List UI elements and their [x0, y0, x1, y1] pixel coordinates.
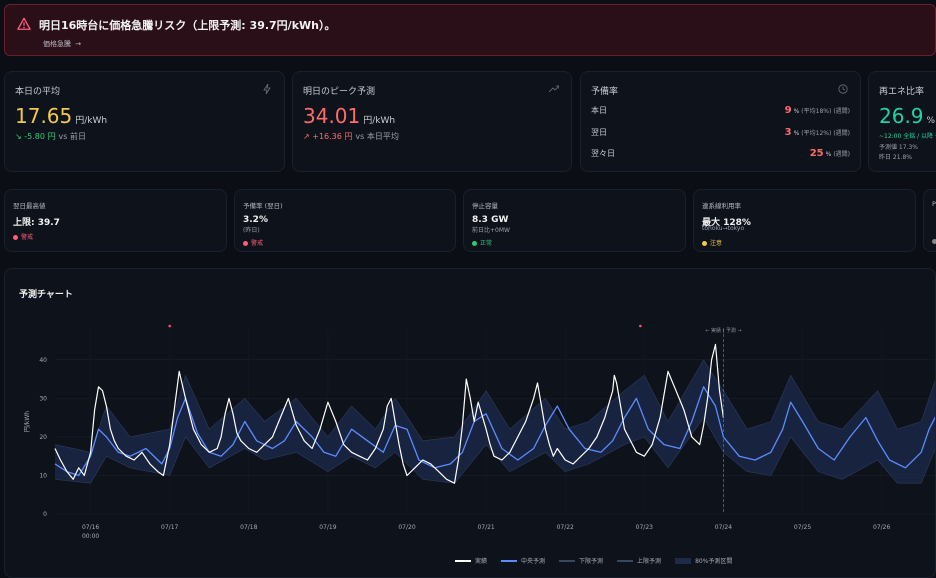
y-tick-label: 20	[39, 434, 47, 441]
status-card-partial: P	[923, 189, 936, 252]
status-card-tomorrow-max: 翌日最高値 上限: 39.7 警戒	[4, 189, 227, 252]
legend-item-actual[interactable]: 実績	[455, 556, 487, 565]
today-average-card: 本日の平均 17.65 円/kWh ↘ -5.80 円 vs 前日	[4, 71, 285, 172]
clock-icon	[838, 84, 848, 94]
chart-title: 予測チャート	[19, 290, 73, 300]
status-card-value: 最大 128%	[702, 218, 751, 228]
card-label: 予備率	[591, 87, 619, 97]
x-tick-label: 07/16	[82, 524, 99, 531]
alert-message: 明日16時台に価格急騰リスク（上限予測: 39.7円/kWh）。	[39, 19, 336, 32]
x-tick-label: 07/24	[715, 524, 732, 531]
status-card-value: 8.3 GW	[472, 215, 509, 225]
card-label: 本日の平均	[15, 87, 61, 97]
series-actual	[54, 343, 724, 484]
forecast-divider-label: ← 実績 | 予測 →	[705, 327, 741, 334]
status-card-label: 予備率 (翌日)	[243, 202, 283, 210]
x-tick-label: 07/25	[794, 524, 811, 531]
y-tick-label: 30	[39, 395, 47, 402]
forecast-chart-panel: 予測チャート 0 10 20 30 40 07/16 07/17 07/18 07/19 07/2…	[4, 268, 936, 578]
forecast-chart[interactable]: 0 10 20 30 40 07/16 07/17 07/18 07/19 07/20 07/21 0…	[5, 269, 936, 578]
tomorrow-peak-value: 34.01 円/kWh	[303, 104, 396, 128]
series-upper	[54, 359, 935, 453]
peak-marker	[168, 324, 171, 328]
legend-item-median[interactable]: 中央予測	[501, 556, 545, 565]
series-median	[54, 386, 935, 477]
status-card-label: 翌日最高値	[13, 202, 46, 210]
price-alert-banner: 明日16時台に価格急騰リスク（上限予測: 39.7円/kWh）。 価格急騰 →	[4, 4, 936, 56]
renewable-forecast: 予測値 17.3%	[879, 144, 918, 151]
status-dot	[243, 241, 248, 246]
legend-item-lower[interactable]: 下限予測	[559, 556, 603, 565]
alert-link-label: 価格急騰	[43, 40, 71, 48]
status-dot	[932, 239, 936, 244]
status-card-reserve: 予備率 (翌日) 3.2% (昨日) 警戒	[234, 189, 456, 252]
lightning-icon	[263, 84, 271, 94]
today-average-value: 17.65 円/kWh	[15, 104, 108, 128]
tomorrow-peak-delta: ↗ +16.36 円 vs 本日平均	[303, 132, 399, 141]
status-card-sub: 前日比+0MW	[472, 227, 510, 234]
x-tick-label: 07/21	[477, 524, 494, 531]
y-tick-label: 10	[39, 472, 47, 479]
renewable-ratio-value: 26.9%	[879, 104, 936, 128]
x-tick-label: 07/26	[873, 524, 890, 531]
card-label: 明日のピーク予測	[303, 87, 376, 97]
prediction-band-80	[55, 359, 935, 484]
status-badge	[932, 238, 936, 245]
x-tick-label: 07/23	[636, 524, 653, 531]
x-tick-label: 07/19	[319, 524, 336, 531]
y-tick-label: 0	[43, 511, 47, 518]
status-card-sub: tohoku→tokyo	[702, 225, 745, 232]
status-badge: 注意	[702, 238, 722, 247]
status-card-interconnect: 連系線利用率 最大 128% tohoku→tokyo 注意	[693, 189, 916, 252]
trend-down-icon: ↘	[15, 132, 22, 141]
status-card-label: 連系線利用率	[702, 202, 741, 210]
status-card-value: 3.2%	[243, 215, 268, 225]
legend-item-band[interactable]: 80%予測区間	[675, 556, 732, 565]
y-axis-label: 円/kWh	[24, 411, 31, 432]
peak-marker	[639, 324, 642, 328]
x-tick-sublabel: 00:00	[82, 533, 99, 540]
reserve-row-day-after: 翌々日 25% (週間)	[591, 148, 850, 159]
reserve-row-tomorrow: 翌日 3% (平均12%) (週間)	[591, 127, 850, 138]
reserve-margin-card: 予備率 本日 9% (平均18%) (週間) 翌日 3% (平均12%) (週間) 翌々…	[580, 71, 861, 172]
renewable-note: ~12:00 全銘 / 以降 予	[879, 133, 936, 140]
status-dot	[13, 235, 18, 240]
today-average-delta: ↘ -5.80 円 vs 前日	[15, 132, 86, 141]
status-card-label: 停止容量	[472, 202, 498, 210]
status-dot	[702, 241, 707, 246]
status-card-sub: (昨日)	[243, 227, 260, 234]
tomorrow-peak-card: 明日のピーク予測 34.01 円/kWh ↗ +16.36 円 vs 本日平均	[292, 71, 572, 172]
x-tick-label: 07/18	[240, 524, 257, 531]
status-card-outage: 停止容量 8.3 GW 前日比+0MW 正常	[463, 189, 686, 252]
x-tick-label: 07/17	[161, 524, 178, 531]
alert-link[interactable]: 価格急騰 →	[43, 39, 81, 49]
status-dot	[472, 241, 477, 246]
series-lower	[54, 417, 935, 484]
reserve-row-today: 本日 9% (平均18%) (週間)	[591, 105, 850, 116]
warning-icon	[17, 17, 31, 30]
arrow-right-icon: →	[75, 40, 82, 48]
renewable-ratio-card: 再エネ比率 26.9% ~12:00 全銘 / 以降 予 予測値 17.3% 昨…	[868, 71, 936, 172]
y-tick-label: 40	[39, 357, 47, 364]
card-label: 再エネ比率	[879, 87, 925, 97]
trend-up-icon	[549, 85, 559, 93]
status-card-label: P	[932, 200, 936, 208]
chart-legend: 実績 中央予測 下限予測 上限予測 80%予測区間	[455, 556, 732, 565]
status-badge: 警戒	[13, 232, 33, 241]
status-card-value: 上限: 39.7	[13, 218, 60, 228]
status-badge: 正常	[472, 238, 492, 247]
renewable-yesterday: 昨日 21.8%	[879, 154, 912, 161]
legend-item-upper[interactable]: 上限予測	[617, 556, 661, 565]
x-tick-label: 07/22	[557, 524, 574, 531]
x-tick-label: 07/20	[398, 524, 415, 531]
status-badge: 警戒	[243, 238, 263, 247]
trend-up-icon: ↗	[303, 132, 310, 141]
